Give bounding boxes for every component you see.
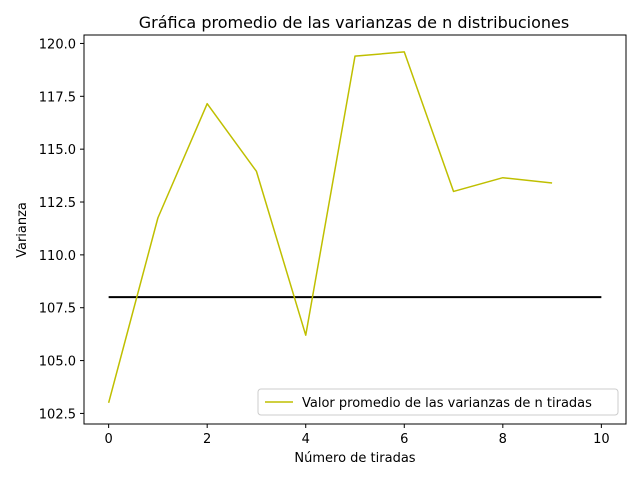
y-tick-label: 107.5 (39, 302, 76, 317)
x-axis: 0 2 4 6 8 10 (104, 424, 610, 447)
x-tick-label: 8 (499, 432, 507, 447)
y-tick-label: 112.5 (39, 196, 76, 211)
y-tick-label: 117.5 (39, 90, 76, 105)
x-axis-label: Número de tiradas (294, 451, 415, 466)
y-tick-label: 105.0 (39, 355, 76, 370)
y-axis: 102.5 105.0 107.5 110.0 112.5 115.0 117.5 120.0 (39, 37, 84, 422)
x-tick-label: 0 (104, 432, 112, 447)
x-tick-label: 10 (593, 432, 610, 447)
plot-frame (83, 34, 627, 425)
plot-area (107, 51, 602, 404)
legend-box (257, 388, 619, 416)
y-tick-label: 110.0 (39, 249, 76, 264)
y-tick-label: 102.5 (39, 407, 76, 422)
legend: Valor promedio de las varianzas de n tir… (257, 388, 619, 416)
y-tick-label: 120.0 (39, 37, 76, 52)
y-tick-label: 115.0 (39, 143, 76, 158)
x-tick-label: 6 (400, 432, 408, 447)
legend-entry: Valor promedio de las varianzas de n tir… (302, 396, 592, 411)
x-tick-label: 2 (203, 432, 211, 447)
series-line (107, 51, 553, 404)
chart-title: Gráfica promedio de las varianzas de n d… (139, 13, 569, 32)
y-axis-label: Varianza (15, 202, 30, 258)
x-tick-label: 4 (302, 432, 310, 447)
